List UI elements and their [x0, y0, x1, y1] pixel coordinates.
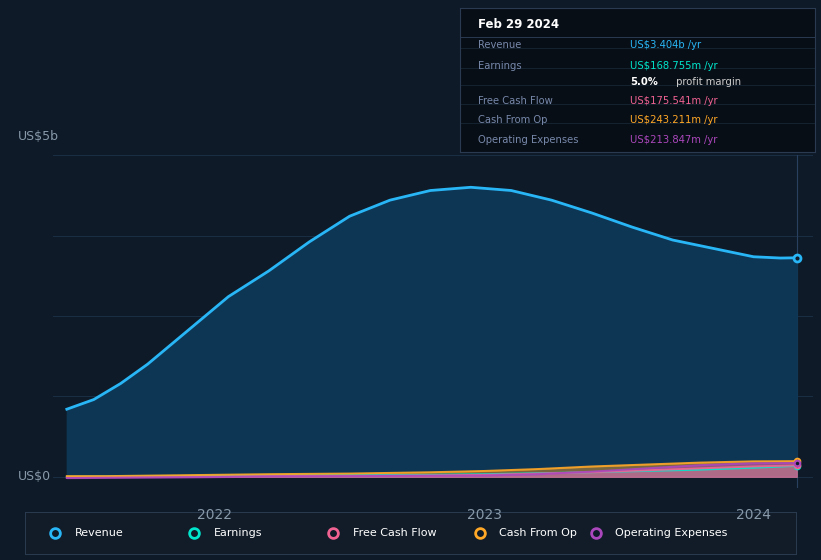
Text: Free Cash Flow: Free Cash Flow [353, 529, 436, 538]
Text: US$0: US$0 [18, 470, 51, 483]
Text: Earnings: Earnings [478, 60, 521, 71]
Text: 2023: 2023 [467, 508, 502, 522]
Text: Earnings: Earnings [213, 529, 262, 538]
Text: Cash From Op: Cash From Op [478, 115, 547, 125]
Text: Free Cash Flow: Free Cash Flow [478, 96, 553, 106]
Text: US$5b: US$5b [18, 130, 59, 143]
Text: Revenue: Revenue [478, 40, 521, 50]
Text: 2024: 2024 [736, 508, 771, 522]
Text: profit margin: profit margin [673, 77, 741, 87]
Text: US$175.541m /yr: US$175.541m /yr [631, 96, 718, 106]
Text: Operating Expenses: Operating Expenses [615, 529, 727, 538]
Text: Operating Expenses: Operating Expenses [478, 135, 578, 144]
Text: US$168.755m /yr: US$168.755m /yr [631, 60, 718, 71]
Text: Revenue: Revenue [75, 529, 123, 538]
Text: US$3.404b /yr: US$3.404b /yr [631, 40, 701, 50]
Text: US$213.847m /yr: US$213.847m /yr [631, 135, 718, 144]
Text: Feb 29 2024: Feb 29 2024 [478, 18, 559, 31]
Text: US$243.211m /yr: US$243.211m /yr [631, 115, 718, 125]
Text: Cash From Op: Cash From Op [499, 529, 577, 538]
Text: 5.0%: 5.0% [631, 77, 658, 87]
Text: 2022: 2022 [197, 508, 232, 522]
